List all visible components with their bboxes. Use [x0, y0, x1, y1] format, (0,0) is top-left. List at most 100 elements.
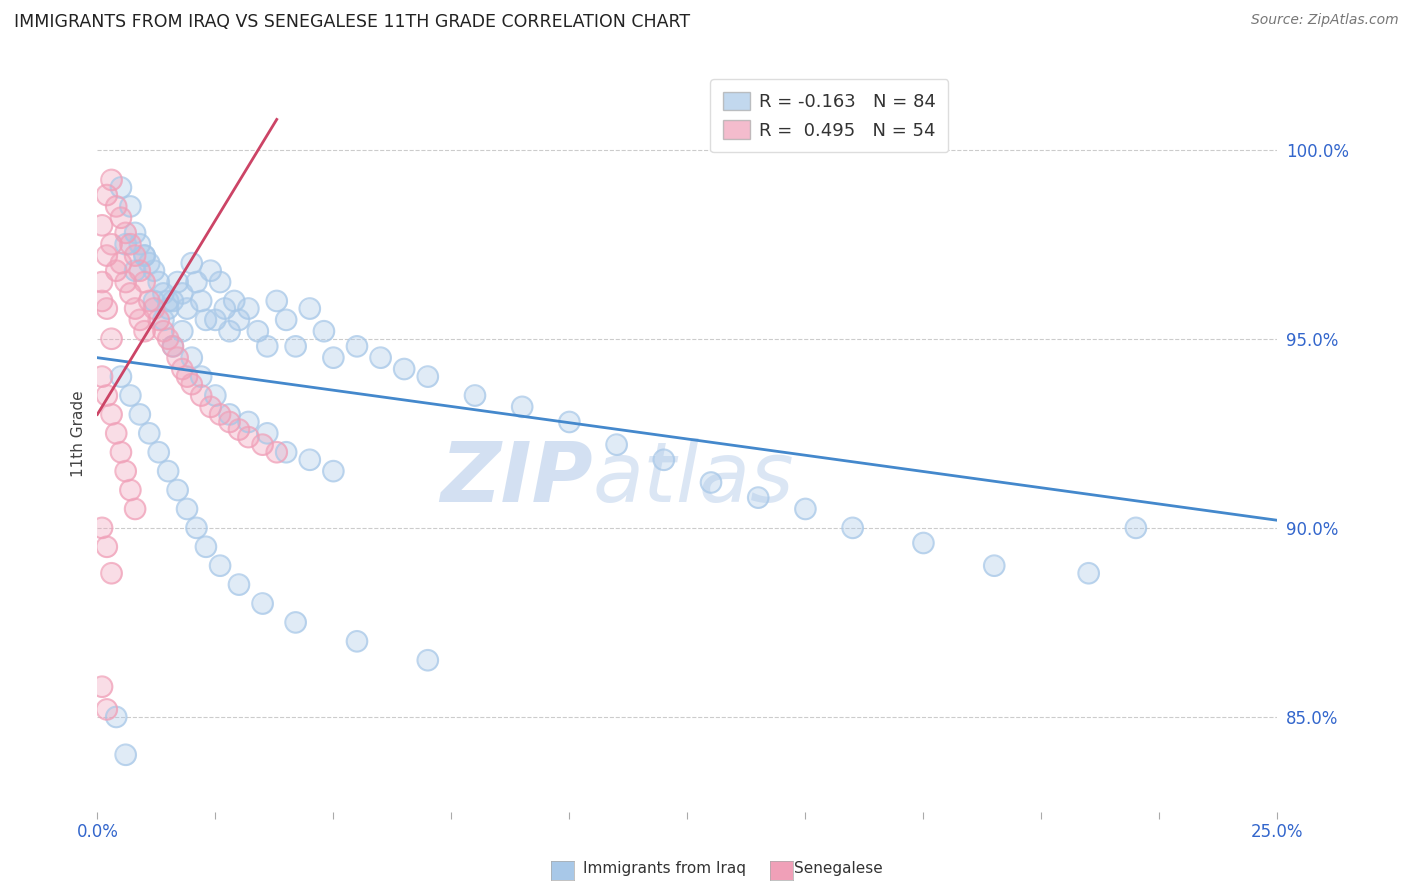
Point — [510, 400, 533, 414]
Point — [152, 313, 174, 327]
Point — [209, 408, 232, 422]
Point — [128, 408, 150, 422]
Point — [1125, 521, 1147, 535]
Point — [606, 438, 628, 452]
Point — [322, 351, 344, 365]
Point — [166, 351, 188, 365]
Legend: R = -0.163   N = 84, R =  0.495   N = 54: R = -0.163 N = 84, R = 0.495 N = 54 — [710, 79, 948, 153]
Point — [128, 263, 150, 277]
Point — [252, 438, 274, 452]
Point — [162, 339, 184, 353]
Point — [120, 388, 142, 402]
Point — [134, 249, 156, 263]
Point — [114, 226, 136, 240]
Point — [96, 188, 118, 202]
Point — [100, 566, 122, 581]
Point — [96, 388, 118, 402]
Point — [110, 256, 132, 270]
Point — [238, 430, 260, 444]
Point — [100, 332, 122, 346]
Point — [162, 339, 184, 353]
Point — [134, 249, 156, 263]
Point — [105, 263, 128, 277]
Point — [124, 301, 146, 316]
Point — [416, 653, 439, 667]
Point — [162, 339, 184, 353]
Point — [124, 502, 146, 516]
Point — [464, 388, 486, 402]
Point — [312, 324, 335, 338]
Point — [252, 438, 274, 452]
Point — [166, 483, 188, 497]
Point — [416, 369, 439, 384]
Point — [157, 464, 180, 478]
Point — [143, 263, 166, 277]
Point — [228, 577, 250, 591]
Point — [190, 369, 212, 384]
Point — [218, 324, 240, 338]
Point — [747, 491, 769, 505]
Point — [322, 464, 344, 478]
Point — [284, 615, 307, 630]
Point — [100, 173, 122, 187]
Point — [114, 226, 136, 240]
Point — [114, 747, 136, 762]
Point — [162, 339, 184, 353]
Point — [148, 313, 170, 327]
Point — [157, 293, 180, 308]
Point — [100, 173, 122, 187]
Point — [120, 286, 142, 301]
Point — [180, 377, 202, 392]
Text: Source: ZipAtlas.com: Source: ZipAtlas.com — [1251, 13, 1399, 28]
Point — [96, 388, 118, 402]
Point — [166, 275, 188, 289]
Point — [346, 339, 368, 353]
Point — [190, 293, 212, 308]
Point — [96, 188, 118, 202]
Point — [238, 301, 260, 316]
Point — [218, 415, 240, 429]
Text: IMMIGRANTS FROM IRAQ VS SENEGALESE 11TH GRADE CORRELATION CHART: IMMIGRANTS FROM IRAQ VS SENEGALESE 11TH … — [14, 13, 690, 31]
Point — [96, 249, 118, 263]
Point — [128, 237, 150, 252]
Point — [124, 249, 146, 263]
Point — [558, 415, 581, 429]
Point — [276, 445, 298, 459]
Point — [124, 226, 146, 240]
Point — [105, 426, 128, 441]
Point — [190, 369, 212, 384]
Point — [128, 263, 150, 277]
Point — [152, 313, 174, 327]
Point — [114, 237, 136, 252]
Point — [370, 351, 392, 365]
Point — [134, 249, 156, 263]
Point — [91, 521, 114, 535]
Point — [266, 445, 288, 459]
Point — [114, 275, 136, 289]
Point — [120, 483, 142, 497]
Point — [148, 445, 170, 459]
Point — [200, 263, 222, 277]
Point — [148, 313, 170, 327]
Point — [558, 415, 581, 429]
Point — [134, 324, 156, 338]
Point — [209, 558, 232, 573]
Point — [180, 351, 202, 365]
Text: atlas: atlas — [593, 438, 794, 519]
Point — [138, 426, 160, 441]
Point — [110, 180, 132, 194]
Point — [172, 324, 194, 338]
Point — [190, 388, 212, 402]
Point — [1125, 521, 1147, 535]
Point — [176, 369, 198, 384]
Point — [91, 219, 114, 233]
Point — [276, 445, 298, 459]
Point — [91, 219, 114, 233]
Point — [110, 445, 132, 459]
Point — [228, 313, 250, 327]
Point — [172, 286, 194, 301]
Point — [228, 577, 250, 591]
Point — [312, 324, 335, 338]
Point — [96, 540, 118, 554]
Point — [114, 747, 136, 762]
